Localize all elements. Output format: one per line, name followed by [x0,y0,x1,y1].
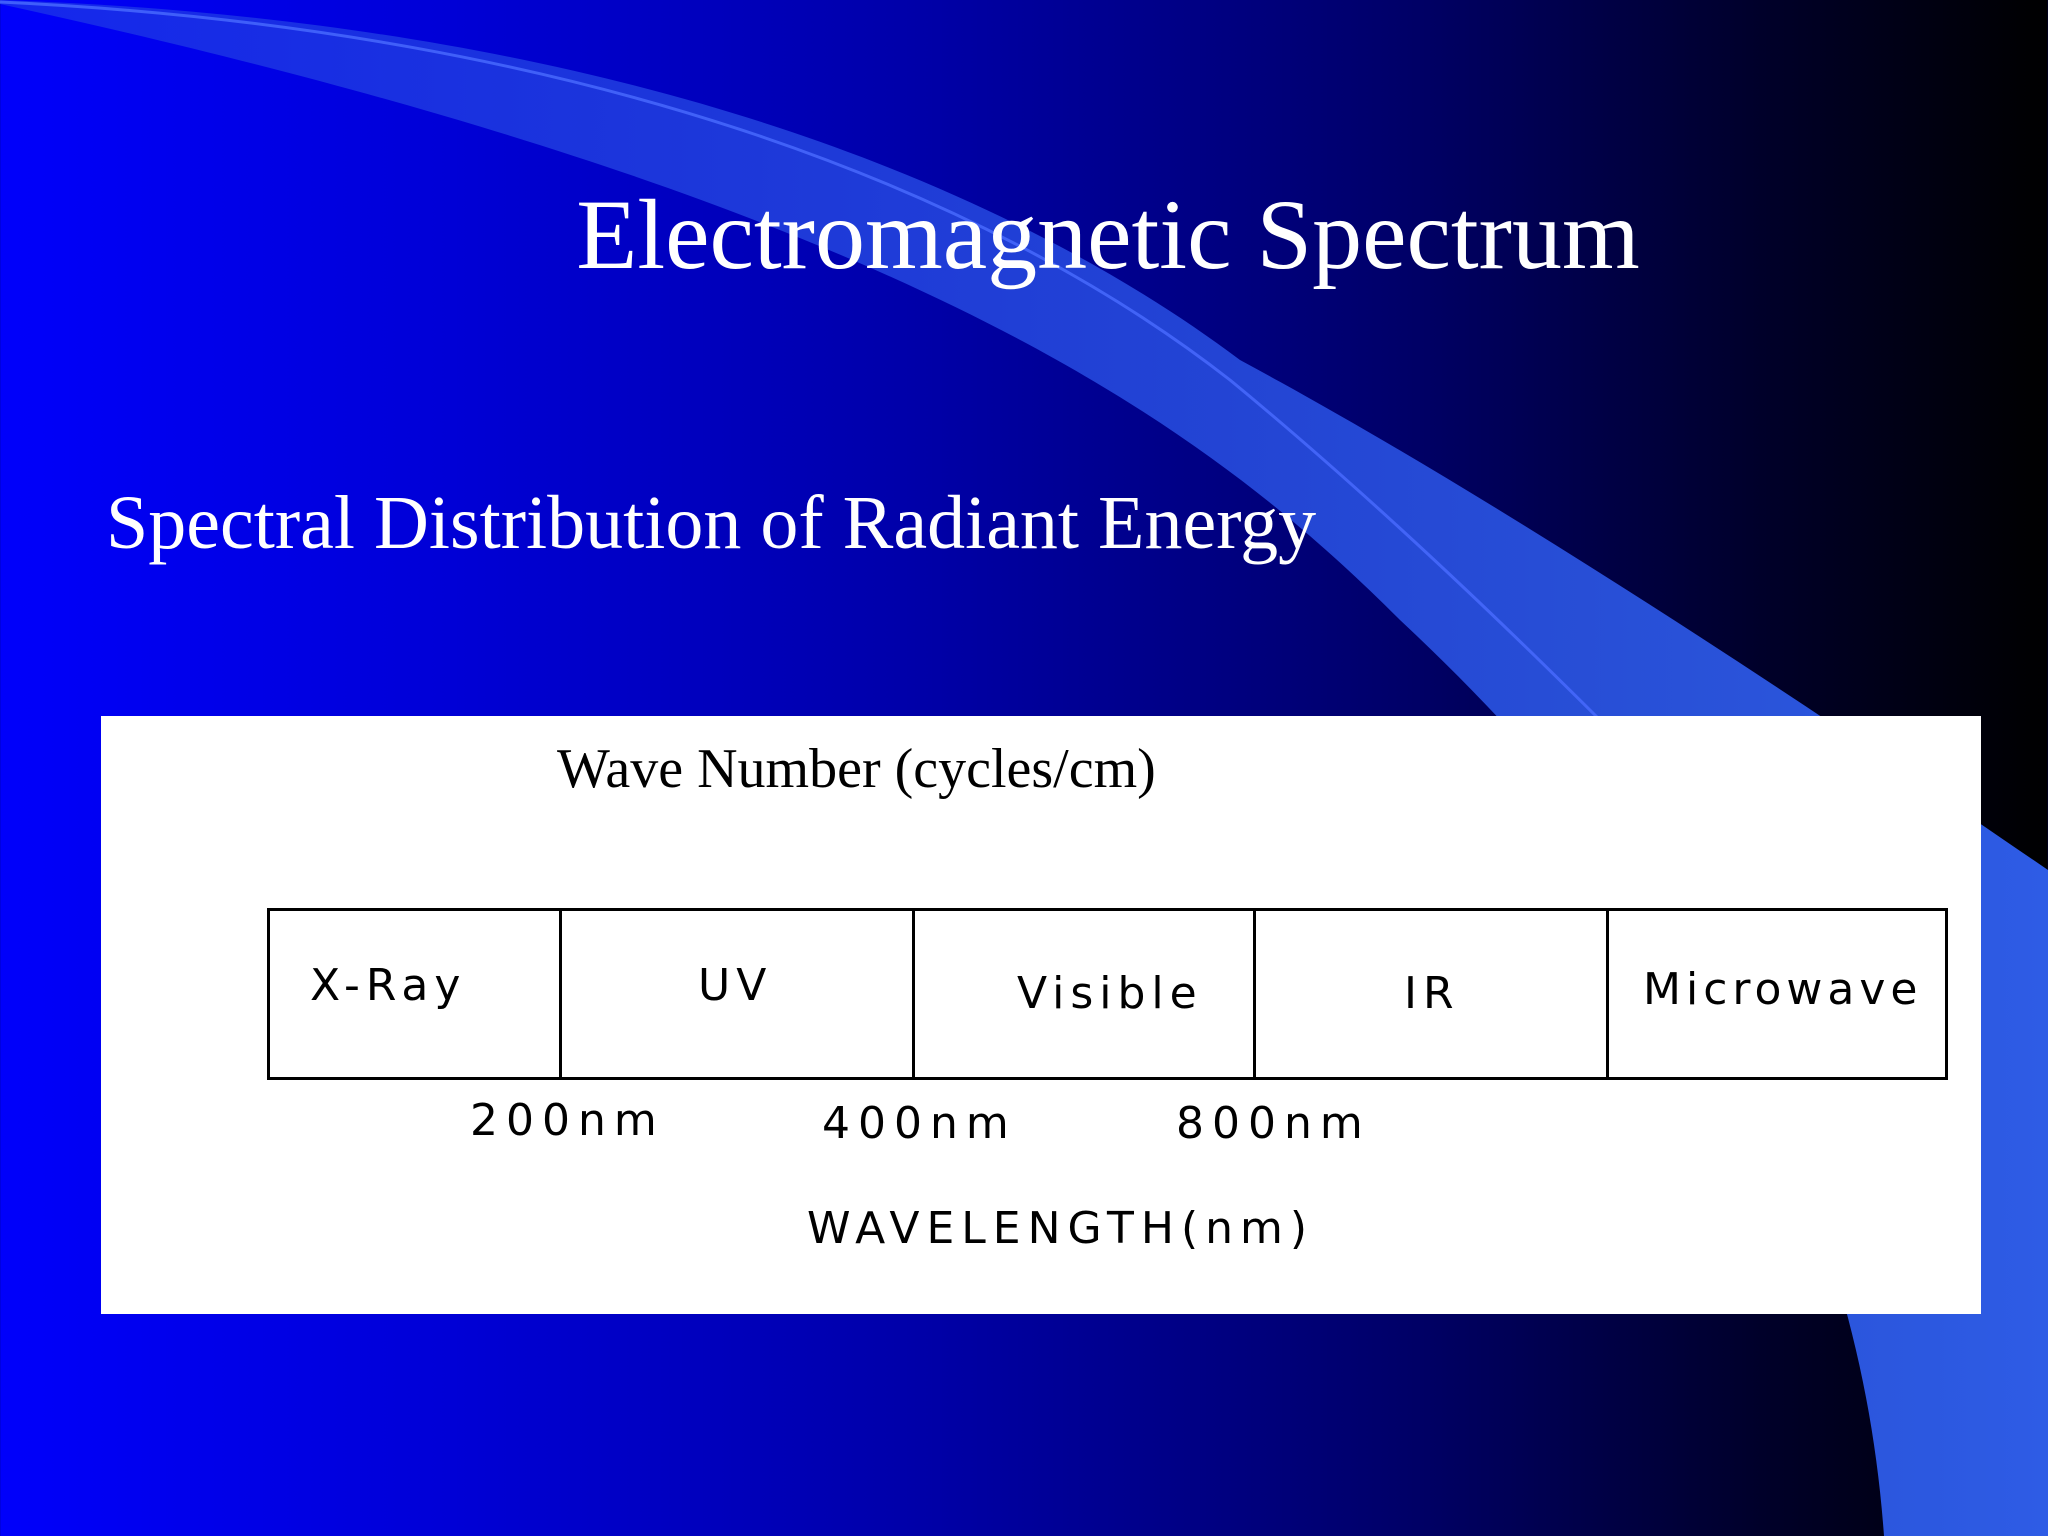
boundary-label-400nm: 400nm [822,1098,1017,1149]
band-ir: IR [1256,911,1609,1077]
slide-subtitle: Spectral Distribution of Radiant Energy [106,481,1317,565]
slide-title: Electromagnetic Spectrum [576,179,1640,290]
band-label-microwave: Microwave [1643,964,1923,1015]
boundary-label-800nm: 800nm [1176,1098,1371,1149]
band-label-xray: X-Ray [310,960,467,1011]
spectrum-diagram-panel [101,716,1981,1314]
spectrum-band-row: X-Ray UV Visible IR Microwave [267,908,1948,1080]
band-label-uv: UV [698,960,773,1011]
band-label-ir: IR [1404,968,1460,1019]
band-uv: UV [562,911,915,1077]
band-visible: Visible [915,911,1256,1077]
wavelength-axis-label: WAVELENGTH(nm) [807,1203,1315,1254]
wave-number-label: Wave Number (cycles/cm) [557,738,1156,800]
boundary-label-200nm: 200nm [470,1095,665,1146]
band-microwave: Microwave [1609,911,1945,1077]
band-label-visible: Visible [1017,968,1203,1019]
band-xray: X-Ray [270,911,562,1077]
